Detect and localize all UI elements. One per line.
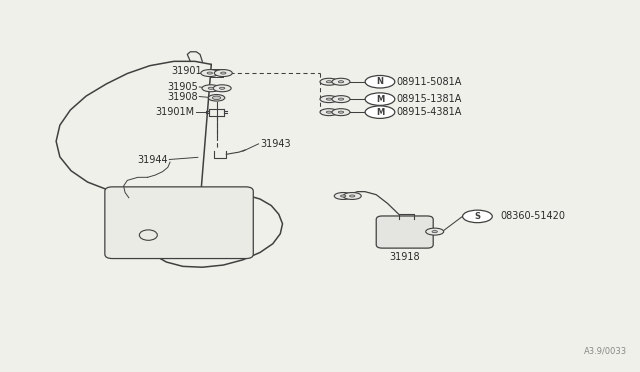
Text: 31901M: 31901M — [156, 107, 195, 117]
Ellipse shape — [212, 96, 221, 100]
Ellipse shape — [340, 195, 346, 197]
Ellipse shape — [463, 210, 492, 223]
Text: 08915-4381A: 08915-4381A — [396, 107, 462, 117]
Ellipse shape — [332, 96, 350, 103]
Ellipse shape — [432, 231, 437, 232]
Ellipse shape — [220, 87, 225, 89]
Ellipse shape — [339, 111, 344, 113]
Ellipse shape — [208, 94, 225, 101]
Text: S: S — [474, 212, 481, 221]
Text: M: M — [376, 94, 384, 104]
FancyBboxPatch shape — [376, 216, 433, 248]
Text: 31943: 31943 — [260, 139, 291, 149]
Ellipse shape — [326, 98, 332, 100]
Ellipse shape — [202, 85, 220, 92]
Ellipse shape — [207, 72, 212, 74]
Ellipse shape — [320, 96, 338, 103]
Ellipse shape — [332, 109, 350, 116]
Ellipse shape — [339, 98, 344, 100]
Ellipse shape — [320, 78, 338, 85]
Ellipse shape — [208, 87, 214, 89]
Ellipse shape — [365, 76, 395, 88]
Ellipse shape — [320, 109, 338, 116]
Text: 31901: 31901 — [172, 66, 202, 76]
Circle shape — [140, 230, 157, 240]
Ellipse shape — [214, 70, 232, 77]
Text: 31918: 31918 — [389, 253, 420, 263]
Text: N: N — [376, 77, 383, 86]
Text: M: M — [376, 108, 384, 117]
Ellipse shape — [426, 228, 444, 235]
Text: 08360-51420: 08360-51420 — [500, 211, 565, 221]
Ellipse shape — [365, 93, 395, 105]
Ellipse shape — [365, 106, 395, 118]
FancyBboxPatch shape — [105, 187, 253, 259]
Ellipse shape — [349, 195, 355, 197]
Ellipse shape — [221, 72, 226, 74]
Ellipse shape — [326, 81, 332, 83]
Ellipse shape — [332, 78, 350, 85]
Text: A3.9/0033: A3.9/0033 — [584, 346, 627, 355]
Text: 31944: 31944 — [137, 154, 168, 164]
Text: 08915-1381A: 08915-1381A — [396, 94, 462, 104]
Ellipse shape — [343, 193, 361, 199]
Ellipse shape — [213, 85, 231, 92]
Ellipse shape — [201, 70, 219, 77]
Text: 08911-5081A: 08911-5081A — [396, 77, 462, 87]
Ellipse shape — [326, 111, 332, 113]
Ellipse shape — [339, 81, 344, 83]
Text: 31908: 31908 — [167, 92, 198, 102]
Text: 31905: 31905 — [167, 82, 198, 92]
Ellipse shape — [334, 193, 352, 199]
